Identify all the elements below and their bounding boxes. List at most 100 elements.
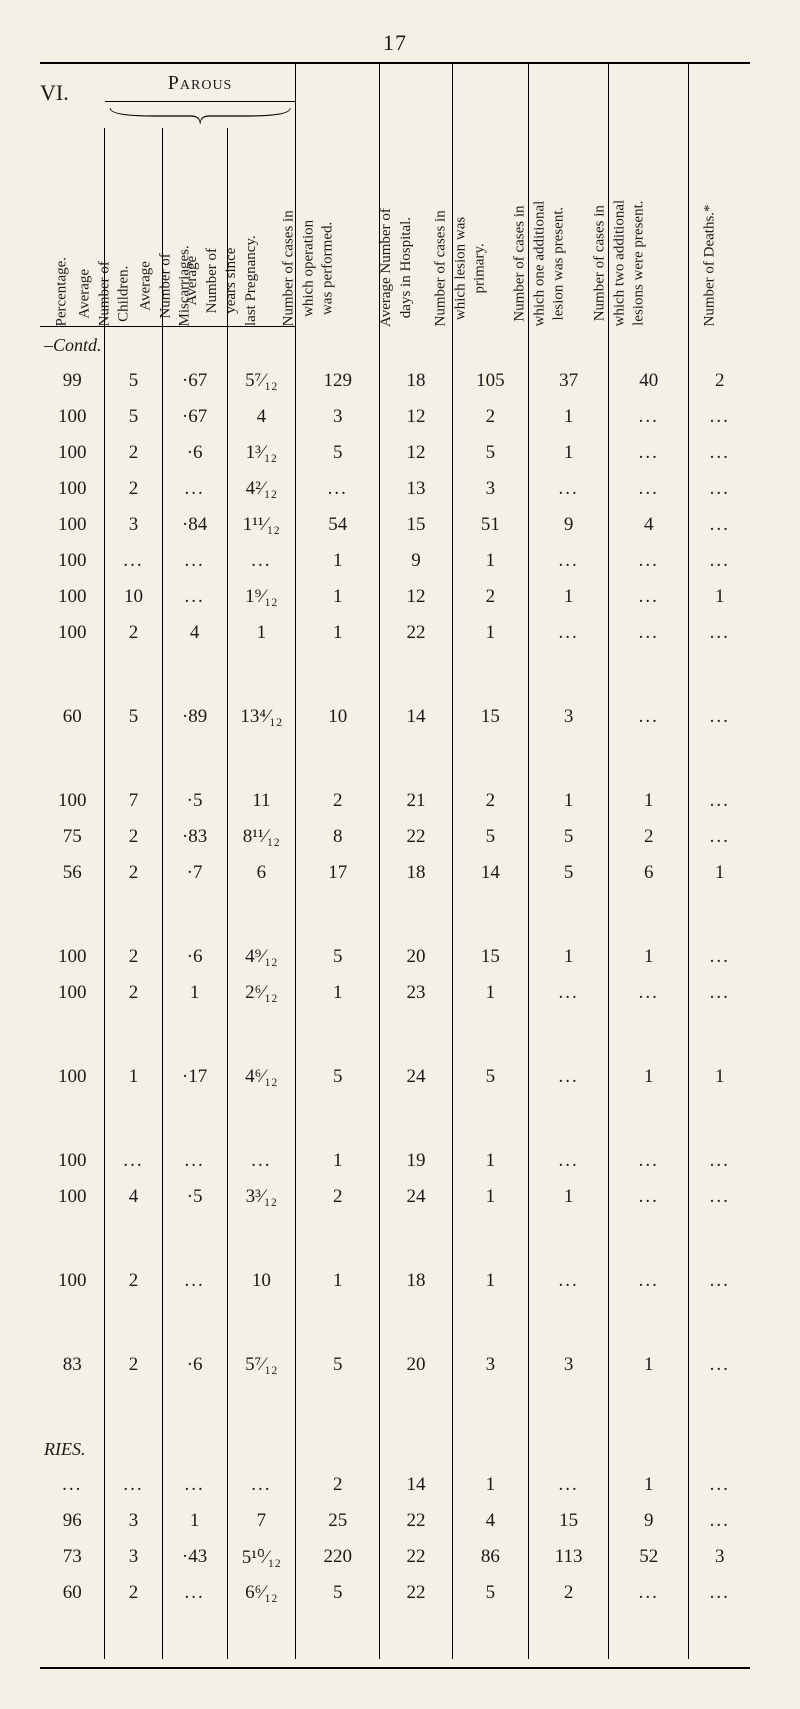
table-cell: ... [227,543,296,579]
section-roman-numeral: VI. [40,80,69,106]
table-cell: 1 [452,1179,528,1215]
table-cell: 2 [105,435,162,471]
table-cell: 5 [105,699,162,735]
table-cell: 15 [529,1503,609,1539]
table-cell: ... [689,435,750,471]
table-cell: ·67 [162,363,227,399]
table-cell: ... [162,1467,227,1503]
table-cell: 40 [609,363,689,399]
table-row: 1002·61³⁄₁₂51251...... [40,435,750,471]
table-cell: 8 [296,819,380,855]
table-cell: 5 [296,1347,380,1383]
table-cell: ... [689,939,750,975]
section-gap [40,1215,750,1263]
table-cell: 3 [529,1347,609,1383]
table-cell: 1 [452,1263,528,1299]
table-cell: 1 [452,615,528,651]
section-gap [40,1299,750,1347]
table-cell: ... [689,1263,750,1299]
table-cell: 1 [452,1467,528,1503]
table-cell: ·43 [162,1539,227,1575]
table-cell: 100 [40,543,105,579]
table-cell: 100 [40,435,105,471]
table-cell: 1 [529,1179,609,1215]
table-cell: ... [689,1347,750,1383]
section-label: –Contd. [40,327,105,364]
table-cell: 100 [40,399,105,435]
table-cell: 4⁶⁄₁₂ [227,1059,296,1095]
table-cell: 20 [380,939,453,975]
table-cell: 2 [105,1263,162,1299]
table-cell: 1 [105,1059,162,1095]
table-cell: 13 [380,471,453,507]
table-cell: 17 [296,855,380,891]
table-cell: 23 [380,975,453,1011]
table-cell: 100 [40,615,105,651]
table-cell: ... [689,783,750,819]
col-header-two-additional: Number of cases inwhich two additionalle… [609,63,689,327]
table-cell: ·7 [162,855,227,891]
table-cell: 1 [529,939,609,975]
table-cell: 1 [609,1467,689,1503]
table-cell: 3 [452,1347,528,1383]
table-cell: 12 [380,579,453,615]
table-cell: 21 [380,783,453,819]
table-cell: 5 [452,435,528,471]
curly-brace [105,102,296,129]
table-cell: 1 [689,579,750,615]
table-cell: 2⁶⁄₁₂ [227,975,296,1011]
table-cell: 129 [296,363,380,399]
table-cell: ... [689,1467,750,1503]
table-cell: 14 [452,855,528,891]
table-cell: 5⁷⁄₁₂ [227,1347,296,1383]
table-cell: 22 [380,1575,453,1611]
bottom-rule [40,1659,750,1668]
table-cell: 100 [40,1179,105,1215]
table-cell: 4 [162,615,227,651]
table-cell: ... [689,1575,750,1611]
table-cell: 24 [380,1179,453,1215]
table-cell: ... [40,1467,105,1503]
table-cell: 1 [162,1503,227,1539]
table-cell: 1 [452,975,528,1011]
table-cell: 1 [296,615,380,651]
table-cell: 5¹⁰⁄₁₂ [227,1539,296,1575]
table-cell: ... [162,1263,227,1299]
table-row: 1004·53³⁄₁₂22411...... [40,1179,750,1215]
table-cell: 3³⁄₁₂ [227,1179,296,1215]
table-cell: 15 [452,939,528,975]
table-cell: ·89 [162,699,227,735]
table-cell: 2 [105,975,162,1011]
table-cell: 5 [105,399,162,435]
table-cell: ... [227,1143,296,1179]
section-gap [40,1011,750,1059]
table-cell: 2 [296,1179,380,1215]
table-cell: 52 [609,1539,689,1575]
col-header-deaths: Number of Deaths.* [689,63,750,327]
table-cell: 2 [105,615,162,651]
table-cell: 2 [105,471,162,507]
table-cell: ... [162,1575,227,1611]
table-cell: 105 [452,363,528,399]
table-cell: 2 [609,819,689,855]
table-cell: 9 [609,1503,689,1539]
table-cell: 96 [40,1503,105,1539]
table-cell: 37 [529,363,609,399]
table-cell: 1¹¹⁄₁₂ [227,507,296,543]
table-cell: 9 [529,507,609,543]
table-cell: 1 [452,543,528,579]
table-cell: 8¹¹⁄₁₂ [227,819,296,855]
table-cell: 3 [689,1539,750,1575]
table-cell: 1 [689,1059,750,1095]
table-cell: ... [609,1263,689,1299]
table-row: 9631725224159... [40,1503,750,1539]
table-cell: 2 [105,1575,162,1611]
table-cell: 2 [296,1467,380,1503]
data-table: Parous Number of cases inwhich operation… [40,62,750,1669]
table-cell: ... [162,471,227,507]
table-row: 100.........191......... [40,543,750,579]
table-cell: 3 [452,471,528,507]
table-cell: ... [529,543,609,579]
table-cell: 7 [227,1503,296,1539]
table-cell: 11 [227,783,296,819]
